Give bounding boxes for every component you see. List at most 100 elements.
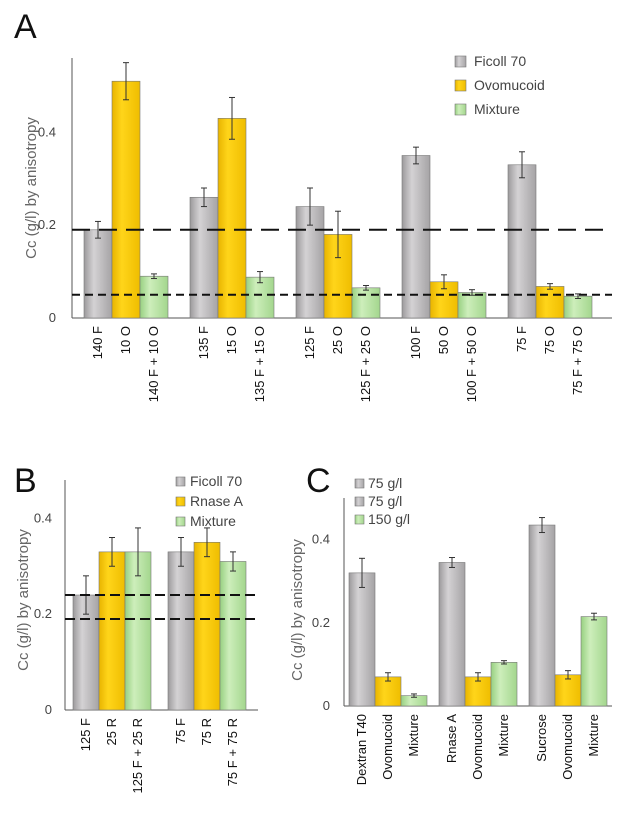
bar-mixture: [139, 275, 169, 319]
panel-c-ylabel: Cc (g/l) by anisotropy: [289, 539, 306, 681]
panel-a-category-labels: 140 F 10 O 140 F + 10 O 135 F 15 O 135 F + 15…: [90, 326, 585, 402]
legend-swatch-75-gl: [354, 478, 365, 489]
legend-swatch-ovomucoid: [454, 79, 467, 92]
category-label: 10 O: [118, 326, 133, 354]
category-label: 140 F + 10 O: [146, 326, 161, 402]
bar-ficoll: [83, 229, 113, 319]
category-label: 125 F: [78, 718, 93, 751]
legend-swatch-150-gl: [354, 514, 365, 525]
bar-ficoll: [189, 196, 219, 319]
panel-a-ylabel: Cc (g/l) by anisotropy: [23, 117, 40, 259]
category-label: 75 F: [514, 326, 529, 352]
bar-ficoll: [438, 562, 466, 707]
bar-ovomucoid: [98, 551, 126, 711]
y-tick-label: 0.2: [34, 606, 52, 621]
panel-label-b: B: [14, 462, 37, 500]
bar-mixture: [563, 295, 593, 319]
category-label: Ovomucoid: [380, 714, 395, 780]
bar-ovomucoid: [464, 676, 492, 707]
category-label: 25 O: [330, 326, 345, 354]
category-label: 25 R: [104, 718, 119, 745]
bar-ovomucoid: [535, 286, 565, 319]
category-label: 125 F + 25 O: [358, 326, 373, 402]
category-label: Sucrose: [534, 714, 549, 762]
category-label: Ovomucoid: [560, 714, 575, 780]
bar-mixture: [219, 561, 247, 711]
y-tick-label: 0.2: [312, 615, 330, 630]
legend-swatch-ficoll: [454, 55, 467, 68]
category-label: 100 F: [408, 326, 423, 359]
bar-mixture: [490, 662, 518, 707]
bar-ficoll: [348, 572, 376, 707]
category-label: 75 F + 75 R: [225, 718, 240, 786]
category-label: 15 O: [224, 326, 239, 354]
panel-c-y-ticks: 0 0.2 0.4: [312, 532, 330, 713]
panel-c-category-labels: Dextran T40 Ovomucoid Mixture Rnase A Ovomuc…: [354, 714, 601, 786]
category-label: Mixture: [496, 714, 511, 757]
category-label: Mixture: [586, 714, 601, 757]
panel-b-category-labels: 125 F 25 R 125 F + 25 R 75 F 75 R 75 F + 75 R: [78, 718, 240, 794]
legend-label-mixture: Mixture: [474, 101, 520, 117]
bar-mixture: [580, 616, 608, 707]
y-tick-label: 0: [45, 702, 52, 717]
legend-swatch-75-gl-2: [354, 496, 365, 507]
legend-label-rnase: Rnase A: [190, 493, 244, 509]
bar-ovomucoid: [554, 674, 582, 707]
category-label: 125 F: [302, 326, 317, 359]
panel-label-c: C: [306, 462, 331, 500]
panel-c-bars: [348, 517, 608, 707]
panel-a-bars: [83, 62, 593, 319]
category-label: Mixture: [406, 714, 421, 757]
legend-swatch-rnase: [175, 496, 186, 507]
y-tick-label: 0.2: [38, 217, 56, 232]
category-label: Dextran T40: [354, 714, 369, 785]
y-tick-label: 0.4: [312, 532, 330, 547]
legend-label-75-gl: 75 g/l: [368, 475, 402, 491]
panel-b-reference-lines: [65, 594, 258, 620]
panel-b-ylabel: Cc (g/l) by anisotropy: [15, 529, 32, 671]
category-label: 75 O: [542, 326, 557, 354]
bar-mixture: [245, 276, 275, 319]
panel-a-chart: Cc (g/l) by anisotropy 0 0.2 0.4 140 F 10 O…: [23, 53, 612, 402]
category-label: 75 F + 75 O: [570, 326, 585, 395]
bar-ovomucoid: [374, 676, 402, 707]
y-tick-label: 0: [49, 310, 56, 325]
category-label: 125 F + 25 R: [130, 718, 145, 794]
panel-b-legend: Ficoll 70 Rnase A Mixture: [175, 473, 244, 529]
category-label: 135 F + 15 O: [252, 326, 267, 402]
legend-label-75-gl-2: 75 g/l: [368, 493, 402, 509]
bar-mixture: [457, 292, 487, 319]
bar-mixture: [124, 551, 152, 711]
category-label: Rnase A: [444, 714, 459, 763]
category-label: 100 F + 50 O: [464, 326, 479, 402]
bar-ficoll: [528, 524, 556, 707]
panel-a-reference-lines: [72, 228, 612, 296]
legend-label-mixture: Mixture: [190, 513, 236, 529]
bar-ovomucoid: [111, 80, 141, 319]
bar-ovomucoid: [193, 541, 221, 711]
bar-mixture: [351, 287, 381, 319]
category-label: 50 O: [436, 326, 451, 354]
panel-b-chart: Cc (g/l) by anisotropy 0 0.2 0.4 125 F 25 R…: [15, 473, 258, 794]
category-label: 75 R: [199, 718, 214, 745]
legend-label-150-gl: 150 g/l: [368, 511, 410, 527]
y-tick-label: 0.4: [34, 510, 52, 525]
category-label: 135 F: [196, 326, 211, 359]
panel-a-y-ticks: 0 0.2 0.4: [38, 124, 56, 325]
legend-swatch-mixture: [454, 103, 467, 116]
category-label: 140 F: [90, 326, 105, 359]
legend-label-ficoll: Ficoll 70: [474, 53, 526, 69]
category-label: 75 F: [173, 718, 188, 744]
legend-label-ovomucoid: Ovomucoid: [474, 77, 545, 93]
y-tick-label: 0.4: [38, 124, 56, 139]
panel-c-legend: 75 g/l 75 g/l 150 g/l: [354, 475, 410, 527]
panel-label-a: A: [14, 8, 37, 46]
legend-swatch-ficoll: [175, 476, 186, 487]
bar-ovomucoid: [217, 118, 247, 319]
panel-b-y-ticks: 0 0.2 0.4: [34, 510, 52, 717]
bar-ficoll: [507, 164, 537, 319]
panel-b-bars: [72, 527, 247, 711]
panel-a-legend: Ficoll 70 Ovomucoid Mixture: [454, 53, 545, 117]
panel-c-chart: Cc (g/l) by anisotropy 0 0.2 0.4 Dextran T…: [289, 475, 612, 785]
